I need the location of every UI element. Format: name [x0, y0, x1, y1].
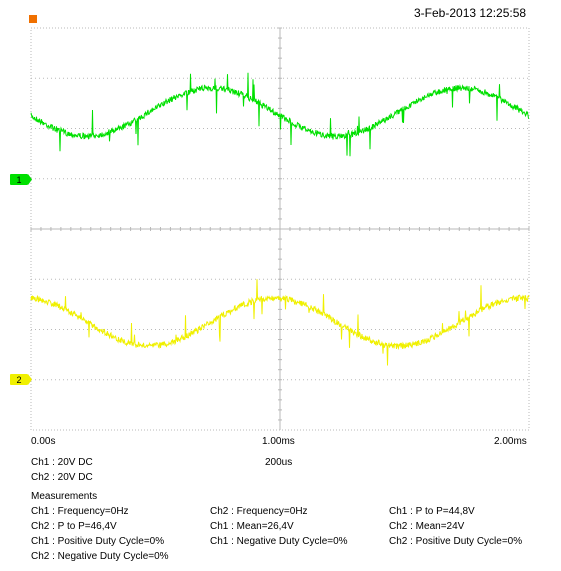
measurement-item: Ch2 : P to P=46,4V: [31, 521, 117, 532]
measurement-item: Ch1 : Mean=26,4V: [210, 521, 294, 532]
ch1-level-marker[interactable]: 1: [10, 174, 32, 185]
measurement-item: Ch2 : Positive Duty Cycle=0%: [389, 536, 523, 547]
measurement-item: Ch2 : Frequency=0Hz: [210, 506, 308, 517]
time-axis-start: 0.00s: [31, 436, 56, 447]
time-axis-end: 2.00ms: [494, 436, 527, 447]
measurement-item: Ch2 : Mean=24V: [389, 521, 465, 532]
measurement-item: Ch1 : Negative Duty Cycle=0%: [210, 536, 348, 547]
time-axis-mid: 1.00ms: [262, 436, 295, 447]
timestamp: 3-Feb-2013 12:25:58: [414, 6, 527, 20]
measurement-item: Ch1 : Frequency=0Hz: [31, 506, 129, 517]
ch1-scale-setting: Ch1 : 20V DC: [31, 457, 93, 468]
ch2-level-marker[interactable]: 2: [10, 374, 32, 385]
measurement-item: Ch1 : P to P=44,8V: [389, 506, 475, 517]
measurements-title: Measurements: [31, 491, 98, 502]
measurement-item: Ch2 : Negative Duty Cycle=0%: [31, 551, 169, 562]
ch1-waveform: [30, 72, 530, 157]
timebase-setting: 200us: [265, 457, 293, 468]
waveform-area: [30, 72, 530, 366]
measurement-item: Ch1 : Positive Duty Cycle=0%: [31, 536, 165, 547]
ch2-marker-label: 2: [16, 375, 21, 385]
ch2-waveform: [30, 279, 530, 366]
ch2-scale-setting: Ch2 : 20V DC: [31, 472, 93, 483]
ch1-marker-label: 1: [16, 175, 21, 185]
trigger-position-marker[interactable]: [29, 15, 37, 23]
